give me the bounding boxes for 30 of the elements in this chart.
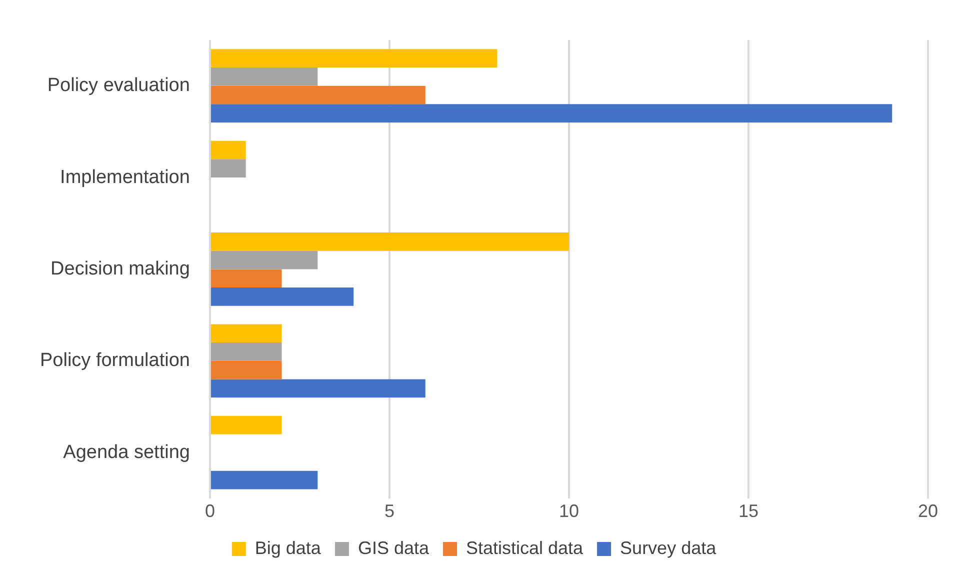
bar [210, 324, 282, 343]
x-tick-label: 10 [558, 501, 579, 522]
x-tick-label: 5 [384, 501, 394, 522]
y-tick-label: Policy evaluation [47, 75, 190, 96]
bar [210, 104, 892, 123]
x-tick-label: 15 [738, 501, 759, 522]
y-tick-label: Policy formulation [40, 350, 190, 372]
bar [210, 269, 282, 288]
y-tick-label: Implementation [60, 166, 190, 188]
bar [210, 360, 282, 380]
bar [210, 86, 426, 104]
bar [210, 250, 318, 270]
bar [210, 470, 318, 490]
y-tick-label: Agenda setting [63, 442, 190, 463]
bar [210, 342, 282, 361]
bar [210, 140, 246, 160]
legend-label: Big data [254, 538, 322, 558]
legend-label: GIS data [358, 538, 430, 558]
y-tick-label: Decision making [50, 258, 190, 280]
bar [210, 416, 282, 434]
bar [210, 68, 318, 86]
bar [210, 288, 354, 306]
bar [210, 49, 498, 68]
bar [210, 232, 569, 251]
bar [210, 159, 246, 178]
x-tick-label: 20 [918, 501, 938, 522]
bar [210, 379, 426, 398]
legend-label: Statistical data [466, 538, 584, 558]
legend-label: Survey data [620, 538, 718, 558]
x-tick-label: 0 [204, 501, 215, 522]
